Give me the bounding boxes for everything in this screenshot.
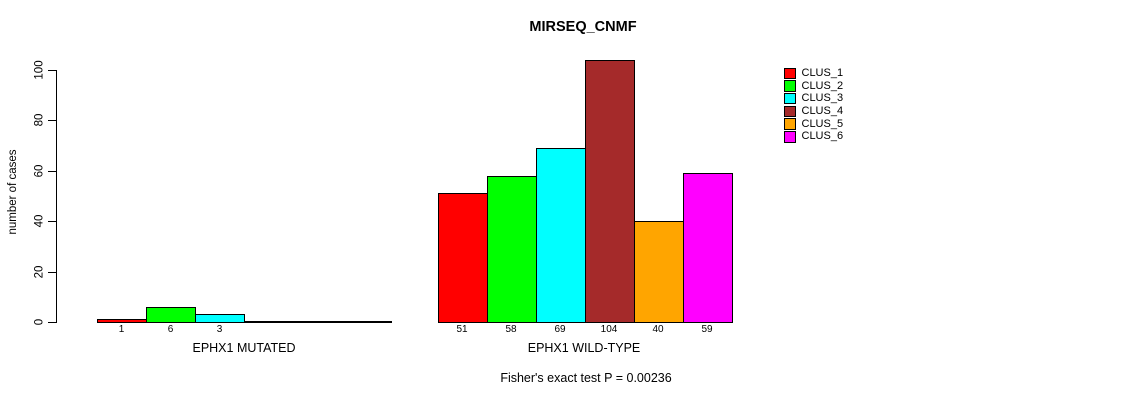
group-label-mutated: EPHX1 MUTATED	[192, 341, 296, 355]
legend-swatch	[784, 67, 796, 80]
legend-swatch	[784, 118, 796, 130]
y-tick-label: 20	[33, 265, 46, 278]
bar-clus_4	[584, 59, 635, 323]
y-axis-label: number of cases	[7, 149, 19, 235]
y-tick	[48, 271, 56, 273]
bar-value-label: 3	[216, 324, 223, 335]
bar-clus_2	[486, 175, 537, 323]
legend-item: CLUS_1	[784, 67, 843, 80]
bar-clus_3	[195, 314, 245, 323]
legend-item: CLUS_3	[784, 92, 843, 105]
legend-item: CLUS_4	[784, 105, 843, 118]
y-tick	[48, 322, 56, 323]
y-tick-label: 60	[33, 164, 46, 178]
legend-item: CLUS_6	[784, 130, 843, 143]
bar-clus_6	[682, 173, 733, 323]
legend-label: CLUS_1	[801, 66, 844, 79]
bar-value-label: 40	[652, 324, 664, 335]
bar-clus_1	[437, 193, 488, 323]
y-tick	[48, 120, 56, 122]
y-tick-label: 40	[33, 214, 46, 228]
legend: CLUS_1 CLUS_2 CLUS_3 CLUS_4 CLUS_5 CLUS_6	[784, 67, 843, 143]
chart-title: MIRSEQ_CNMF	[529, 19, 637, 35]
bar-value-label: 59	[701, 324, 713, 335]
y-tick-label: 0	[33, 318, 46, 326]
bar-value-label: 104	[600, 324, 618, 335]
y-axis-line	[56, 70, 57, 323]
y-tick-label: 100	[33, 60, 46, 80]
legend-item: CLUS_2	[784, 80, 843, 93]
legend-swatch	[784, 105, 796, 118]
legend-swatch	[784, 80, 796, 92]
y-tick-label: 80	[33, 113, 46, 127]
bar-clus_2	[146, 306, 196, 323]
y-tick	[48, 170, 56, 172]
legend-label: CLUS_5	[801, 117, 844, 130]
group-label-wildtype: EPHX1 WILD-TYPE	[527, 341, 641, 355]
bar-value-label: 58	[505, 324, 517, 335]
y-tick	[48, 221, 56, 223]
bar-value-label: 69	[554, 324, 566, 335]
legend-swatch	[784, 92, 796, 105]
legend-label: CLUS_3	[801, 92, 844, 105]
legend-item: CLUS_5	[784, 118, 843, 131]
legend-label: CLUS_2	[801, 79, 844, 92]
bar-clus_1	[97, 319, 147, 323]
bar-clus_5	[633, 221, 684, 323]
bar-value-label: 6	[167, 324, 174, 335]
fisher-test-annotation: Fisher's exact test P = 0.00236	[500, 371, 672, 385]
legend-swatch	[784, 131, 796, 143]
y-tick	[48, 70, 56, 71]
bar-clus_3	[535, 148, 586, 323]
bar-value-label: 1	[118, 324, 125, 335]
legend-label: CLUS_6	[801, 130, 844, 143]
bar-value-label: 51	[456, 324, 468, 335]
legend-label: CLUS_4	[801, 104, 844, 117]
